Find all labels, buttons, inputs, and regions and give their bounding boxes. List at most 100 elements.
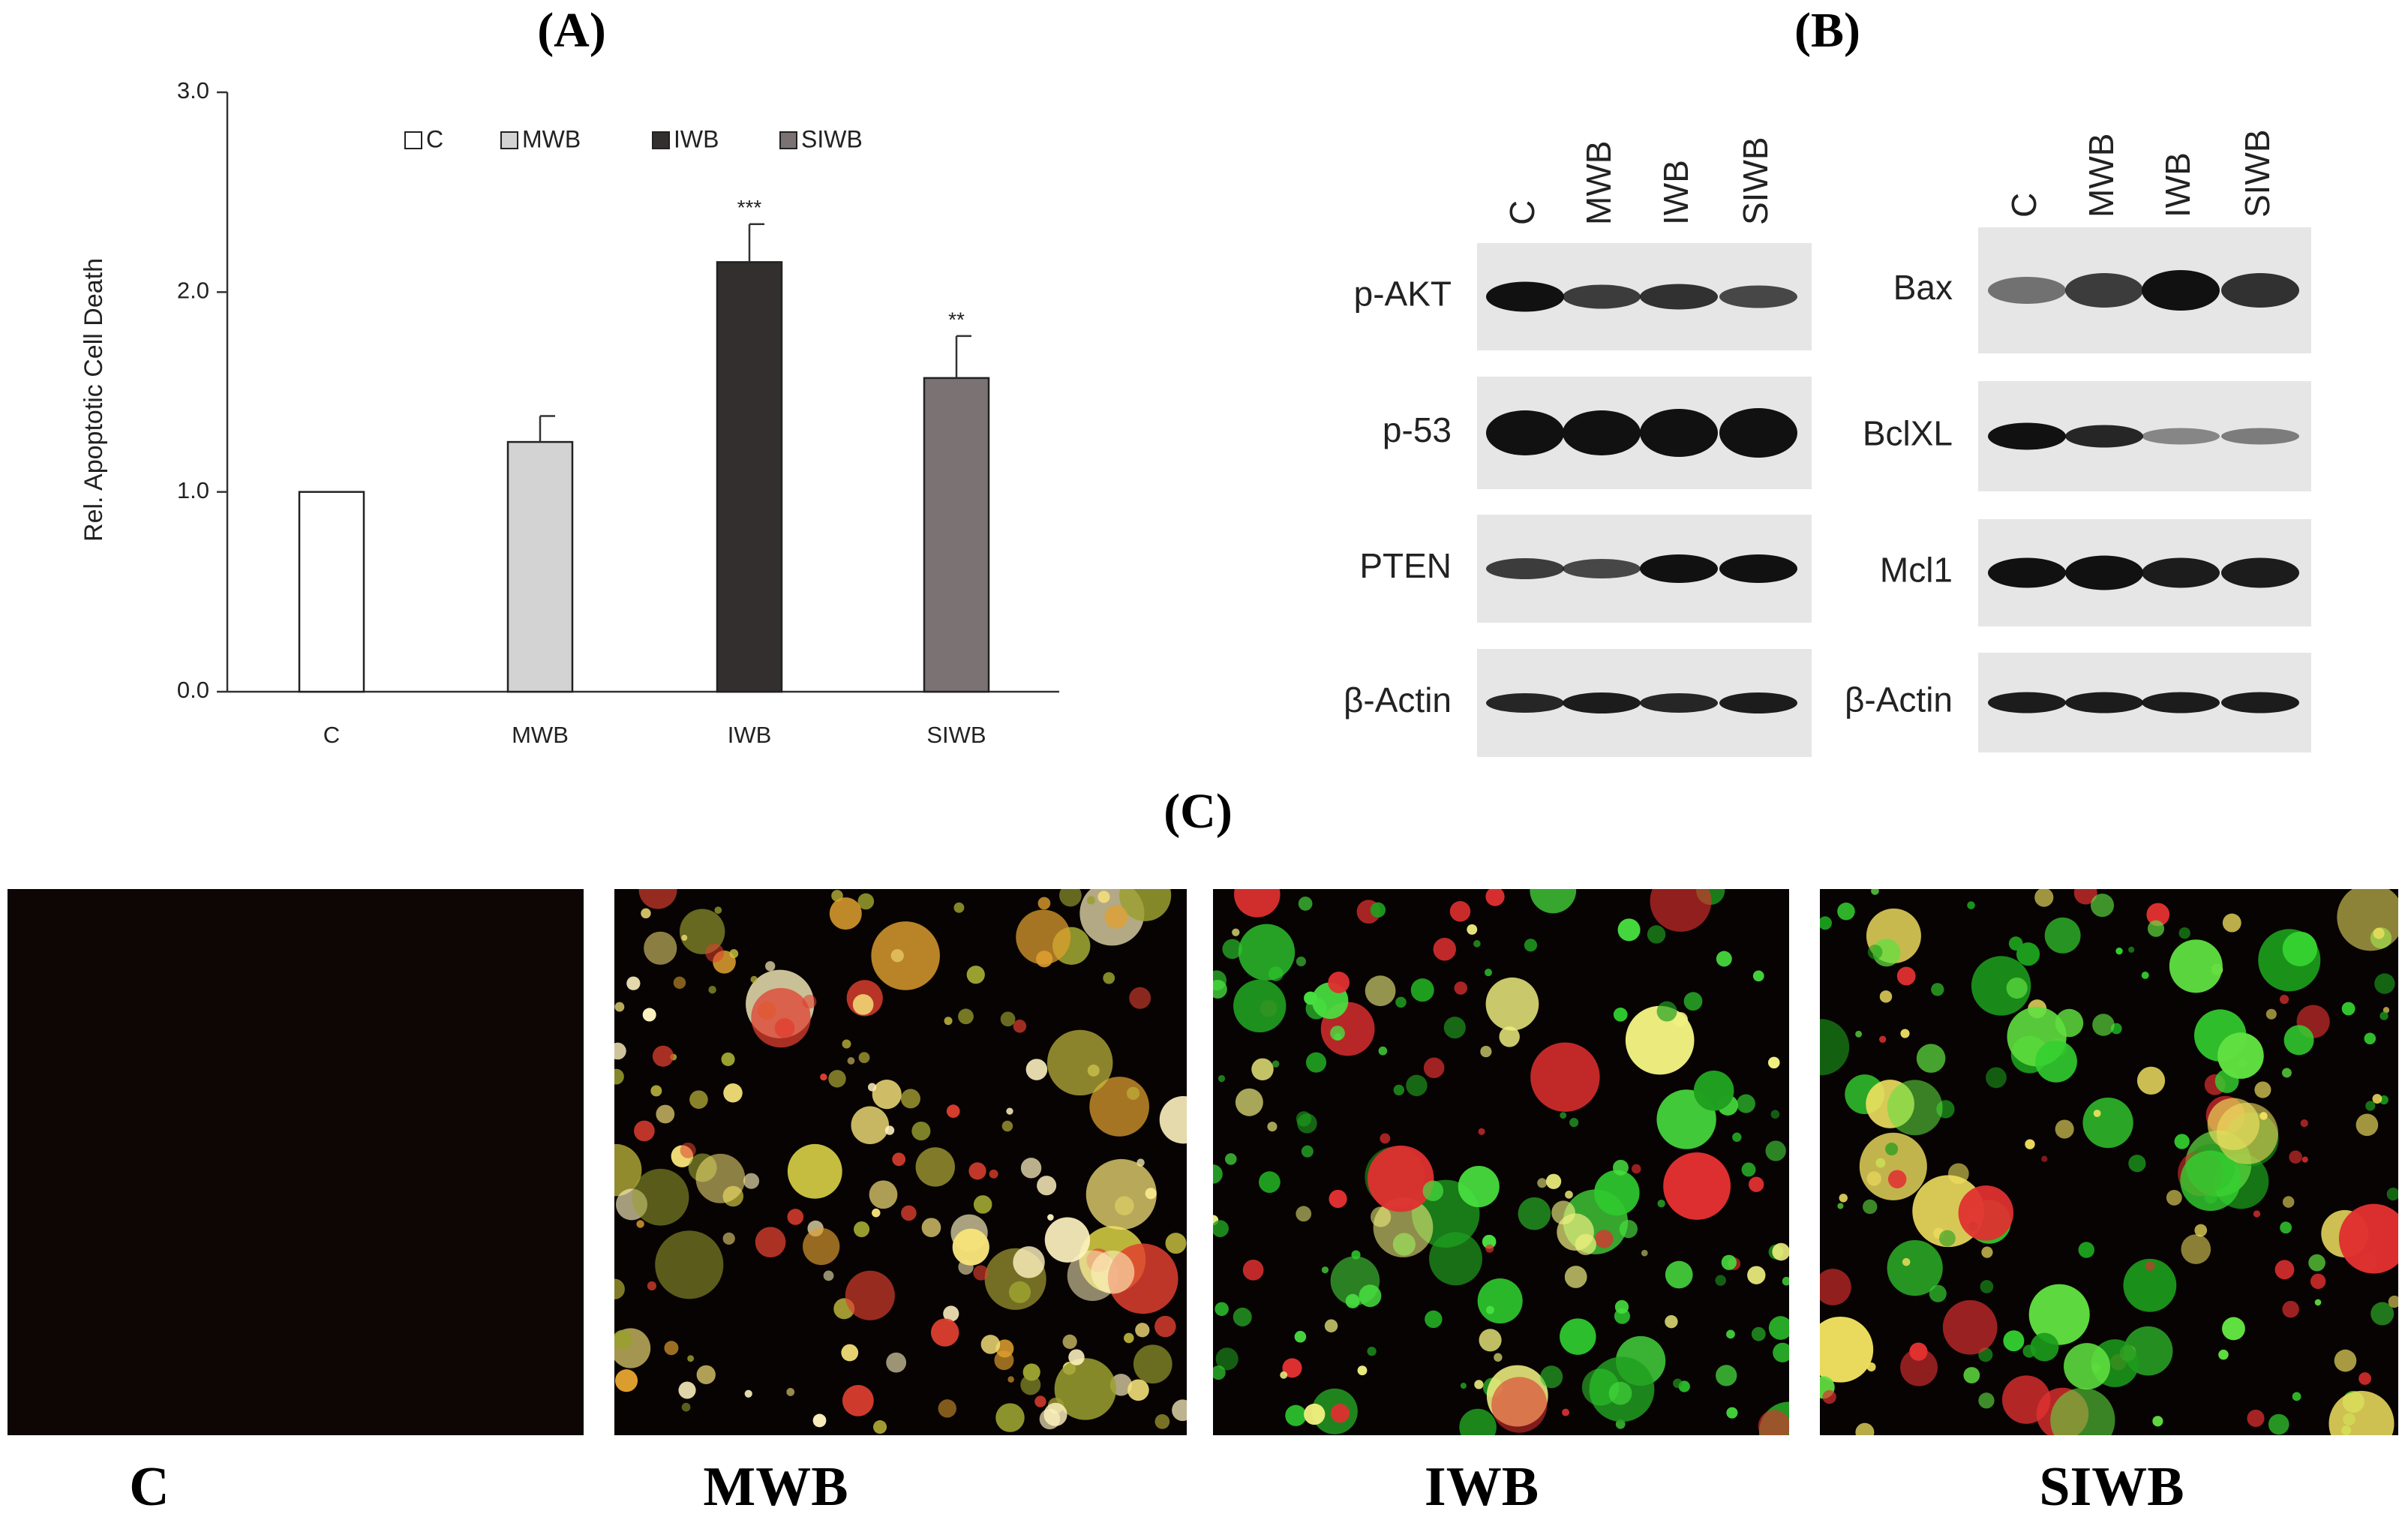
- cell: [656, 1104, 675, 1124]
- cell: [1296, 1111, 1312, 1127]
- cell: [886, 1352, 907, 1373]
- cell: [1298, 897, 1313, 911]
- blot-band: [1640, 409, 1718, 457]
- cell: [1423, 1057, 1445, 1079]
- blot-band: [2142, 270, 2220, 311]
- cell: [2152, 1416, 2163, 1427]
- cell: [2254, 1081, 2271, 1098]
- blot-band: [2221, 692, 2299, 713]
- cell: [1218, 1074, 1226, 1083]
- lane-label: C: [1503, 200, 1542, 225]
- cell: [1091, 1250, 1135, 1294]
- cell: [2222, 913, 2241, 933]
- cell: [2180, 1150, 2241, 1212]
- cell: [1741, 1162, 1756, 1177]
- cell: [614, 1068, 624, 1085]
- cell: [1663, 1152, 1731, 1220]
- cell: [938, 1399, 956, 1418]
- blot-band: [1640, 554, 1718, 583]
- cell: [1215, 1347, 1239, 1371]
- cell: [1732, 1132, 1742, 1142]
- panel-label: (A): [537, 3, 606, 58]
- cell: [1575, 1233, 1596, 1255]
- cell: [2001, 1375, 2051, 1424]
- cell: [1380, 1133, 1391, 1144]
- cell: [2374, 973, 2395, 994]
- cell: [2128, 946, 2135, 953]
- cell: [1334, 1033, 1342, 1041]
- cell: [1280, 1371, 1288, 1379]
- cell: [714, 906, 722, 915]
- cell: [1272, 1060, 1280, 1068]
- cell: [1473, 940, 1481, 948]
- cell: [2301, 1156, 2308, 1163]
- cell: [1665, 1314, 1678, 1329]
- blot-band: [2142, 557, 2220, 588]
- cell: [1768, 1056, 1780, 1069]
- cell: [1054, 1358, 1117, 1420]
- cell: [1251, 1058, 1274, 1081]
- cell: [2282, 1196, 2295, 1208]
- cell: [852, 994, 874, 1015]
- cell: [1716, 951, 1732, 967]
- cell: [1395, 996, 1407, 1008]
- cell: [1673, 1378, 1683, 1389]
- bar: [506, 440, 574, 693]
- cell: [953, 902, 965, 913]
- legend-swatch: [779, 131, 797, 149]
- cell: [1631, 1164, 1641, 1174]
- cell: [1981, 1246, 1993, 1258]
- cell: [828, 1070, 846, 1088]
- cell: [1837, 1203, 1844, 1209]
- blot-band: [1563, 559, 1641, 578]
- cell: [2006, 977, 2028, 999]
- cell: [802, 994, 817, 1009]
- cell: [867, 1083, 877, 1092]
- blot-band: [1486, 410, 1564, 455]
- cell: [2147, 920, 2165, 937]
- cell: [2365, 1101, 2376, 1111]
- cell: [1359, 1284, 1382, 1308]
- cell: [1485, 889, 1505, 906]
- cell: [2174, 1134, 2190, 1149]
- cell: [1980, 1280, 1994, 1293]
- cell: [1772, 1242, 1789, 1261]
- cell: [614, 1278, 625, 1299]
- row-label: β-Actin: [1344, 680, 1452, 719]
- cell: [1365, 975, 1396, 1007]
- cell: [1885, 1143, 1899, 1156]
- cell: [2166, 1189, 2182, 1206]
- cell: [1986, 1067, 2007, 1089]
- x-tick-label: IWB: [728, 722, 772, 748]
- cell: [1565, 1190, 1573, 1199]
- cell: [1726, 1407, 1738, 1419]
- cell: [1008, 1281, 1031, 1303]
- legend-swatch: [652, 131, 670, 149]
- lane-label: C: [2004, 193, 2043, 218]
- cell: [968, 1162, 986, 1180]
- blot-band: [1719, 408, 1797, 458]
- cell: [1839, 1194, 1848, 1203]
- cell: [1958, 1185, 2014, 1241]
- cell: [872, 1080, 902, 1110]
- cell: [1378, 1046, 1388, 1056]
- cell: [644, 931, 677, 965]
- cell: [1768, 1316, 1789, 1340]
- blot-band: [1486, 693, 1564, 713]
- cell: [973, 1265, 989, 1281]
- cell: [1477, 1278, 1523, 1324]
- cell: [1001, 1120, 1013, 1132]
- cell: [2280, 1221, 2292, 1234]
- cell: [2078, 1242, 2094, 1258]
- cell: [1866, 1362, 1876, 1371]
- cell: [1422, 1180, 1444, 1202]
- cell: [812, 1413, 827, 1428]
- cell: [2364, 1032, 2376, 1044]
- cell: [1747, 1266, 1766, 1284]
- cell: [869, 1180, 898, 1209]
- row-label: PTEN: [1359, 546, 1452, 585]
- cell: [647, 1281, 656, 1291]
- cell: [2041, 1155, 2048, 1162]
- cell: [995, 1403, 1025, 1432]
- cell: [1617, 918, 1641, 942]
